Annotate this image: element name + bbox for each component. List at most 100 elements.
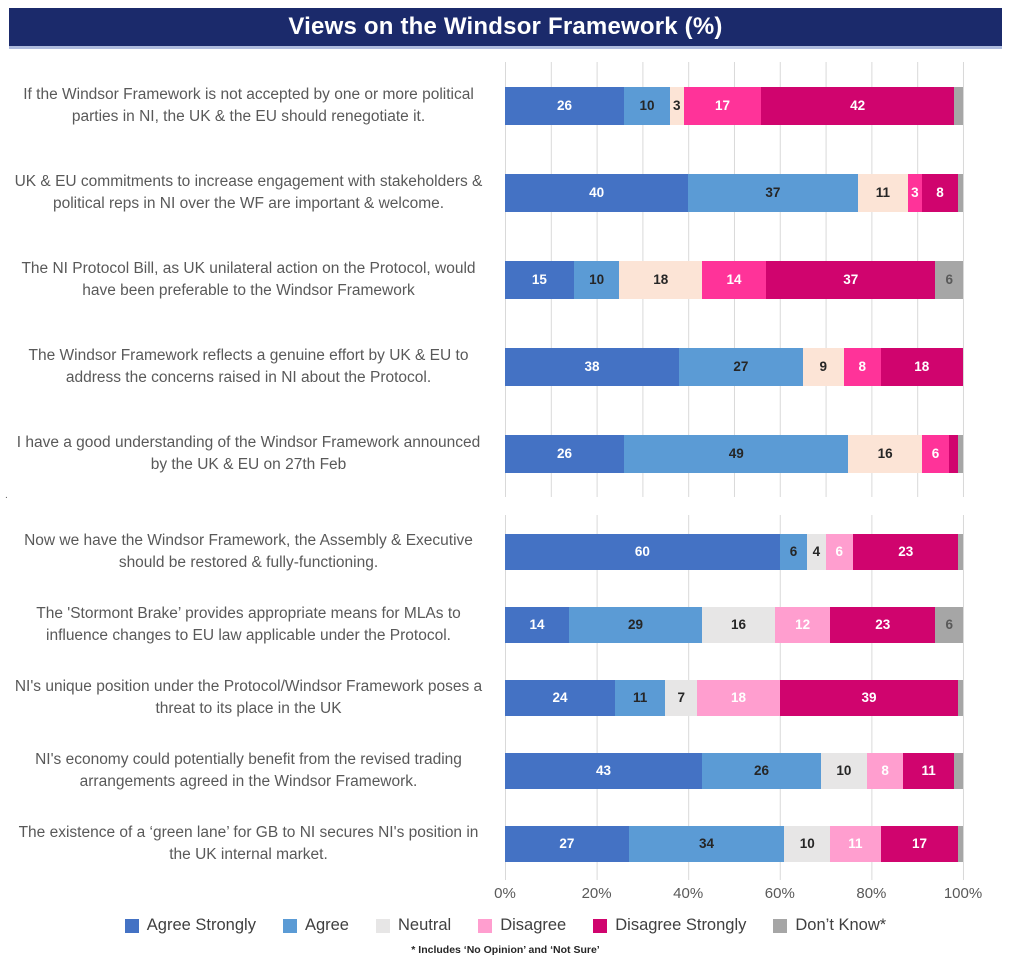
category-label: Now we have the Windsor Framework, the A… [24,531,473,571]
stacked-bar: 40 37 11 3 8 [505,173,963,212]
bar-track: 26 49 16 6 [505,434,963,473]
bar-track: 26 10 3 17 42 [505,86,963,125]
stacked-bar: 14 29 16 12 23 6 [505,606,963,643]
stacked-bar: 26 10 3 17 42 [505,86,963,125]
legend-label: Agree Strongly [146,916,256,934]
bar-segment-neutral: 4 [807,533,826,570]
category-label: The existence of a ‘green lane’ for GB t… [18,823,479,863]
stacked-bar: 24 11 7 18 39 [505,679,963,716]
bar-segment-agree: 27 [679,347,803,386]
bar-segment-disagree: 8 [843,347,881,386]
bar-segment-agree-strongly: 26 [505,434,625,473]
bar-segment-neutral: 3 [669,86,684,125]
bar-segment-agree-strongly: 15 [505,260,574,299]
stacked-bar: 38 27 9 8 18 [505,347,963,386]
bar-segment-agree-strongly: 24 [505,679,615,716]
bar-segment-agree: 10 [573,260,620,299]
bar-segment-neutral: 10 [821,752,867,789]
bar-segment-agree: 10 [624,86,670,125]
x-axis-tick-label: 100% [943,885,983,902]
stacked-bar-chart: If the Windsor Framework is not accepted… [0,62,1011,906]
bar-track: 43 26 10 8 11 [505,752,963,789]
bar-track: 15 10 18 14 37 6 [505,260,963,299]
category-label: If the Windsor Framework is not accepted… [23,85,474,125]
bar-row: NI's economy could potentially benefit f… [0,734,1011,807]
bar-segment-disagree-strongly [949,434,959,473]
bar-segment-disagree: 17 [683,86,762,125]
legend-item-disagree: Disagree [478,916,566,935]
bar-segment-neutral: 16 [848,434,922,473]
bar-segment-don-t-know [958,173,963,212]
stacked-bar: 60 6 4 6 23 [505,533,963,570]
bar-segment-disagree-strongly: 17 [880,825,959,862]
x-axis-tick-label: 0% [494,885,516,902]
bar-segment-disagree-strongly: 18 [880,347,963,386]
bar-segment-disagree-strongly: 8 [921,173,959,212]
bar-segment-disagree: 12 [775,606,831,643]
legend-swatch [282,918,297,933]
x-axis: 0% 20% 40% 60% 80% 100% [494,880,982,906]
bar-segment-don-t-know [958,533,963,570]
legend-swatch [593,918,608,933]
bar-segment-disagree-strongly: 11 [903,752,954,789]
x-axis-tick-label: 40% [673,885,704,902]
x-axis-tick-label: 20% [581,885,612,902]
chart-group-bottom: Now we have the Windsor Framework, the A… [0,515,1011,880]
bar-row: If the Windsor Framework is not accepted… [0,62,1011,149]
bar-row: I have a good understanding of the Winds… [0,410,1011,497]
bar-segment-disagree: 18 [697,679,780,716]
bar-row: NI's unique position under the Protocol/… [0,661,1011,734]
bar-track: 24 11 7 18 39 [505,679,963,716]
bar-track: 60 6 4 6 23 [505,533,963,570]
bar-segment-don-t-know [958,825,963,862]
legend-item-neutral: Neutral [375,916,451,935]
legend-label: Disagree [500,916,567,934]
legend-swatch [375,918,390,933]
legend-label: Agree [304,916,349,934]
bar-row: The NI Protocol Bill, as UK unilateral a… [0,236,1011,323]
stacked-bar: 15 10 18 14 37 6 [505,260,963,299]
legend-item-disagree-strongly: Disagree Strongly [593,916,746,935]
bar-segment-neutral: 11 [857,173,909,212]
legend-swatch [478,918,493,933]
bar-segment-agree: 29 [569,606,702,643]
stray-mark: . [5,490,8,501]
bar-segment-agree: 6 [779,533,808,570]
footnote: * Includes ‘No Opinion’ and ‘Not Sure’ [411,944,600,956]
category-label: The 'Stormont Brake’ provides appropriat… [36,604,461,644]
stacked-bar: 27 34 10 11 17 [505,825,963,862]
legend-swatch [124,918,139,933]
legend-item-agree-strongly: Agree Strongly [124,916,256,935]
bar-segment-agree-strongly: 26 [505,86,625,125]
bar-segment-disagree: 14 [701,260,767,299]
bar-segment-don-t-know: 6 [935,260,963,299]
bar-segment-disagree: 3 [908,173,922,212]
bar-track: 38 27 9 8 18 [505,347,963,386]
bar-segment-disagree: 6 [921,434,950,473]
bar-segment-neutral: 18 [619,260,702,299]
bar-segment-agree: 37 [688,173,858,212]
bar-segment-disagree: 8 [866,752,904,789]
bar-segment-don-t-know: 6 [935,606,963,643]
bar-track: 40 37 11 3 8 [505,173,963,212]
bar-segment-don-t-know [953,86,963,125]
bar-segment-don-t-know [953,752,963,789]
bar-row: UK & EU commitments to increase engageme… [0,149,1011,236]
bar-segment-agree-strongly: 40 [505,173,689,212]
bar-segment-disagree-strongly: 23 [853,533,959,570]
bar-segment-agree-strongly: 60 [505,533,780,570]
category-label: UK & EU commitments to increase engageme… [14,172,483,212]
bar-segment-neutral: 7 [665,679,698,716]
bar-row: Now we have the Windsor Framework, the A… [0,515,1011,588]
category-label: The NI Protocol Bill, as UK unilateral a… [21,259,476,299]
bar-segment-disagree-strongly: 42 [761,86,954,125]
category-label: I have a good understanding of the Winds… [16,433,481,473]
category-label: NI's unique position under the Protocol/… [14,677,483,717]
x-axis-tick-label: 80% [856,885,887,902]
bar-segment-agree: 49 [624,434,849,473]
bar-row: The 'Stormont Brake’ provides appropriat… [0,588,1011,661]
bar-segment-agree: 26 [701,752,822,789]
legend-label: Disagree Strongly [615,916,747,934]
bar-segment-neutral: 16 [701,606,776,643]
bar-track: 14 29 16 12 23 6 [505,606,963,643]
